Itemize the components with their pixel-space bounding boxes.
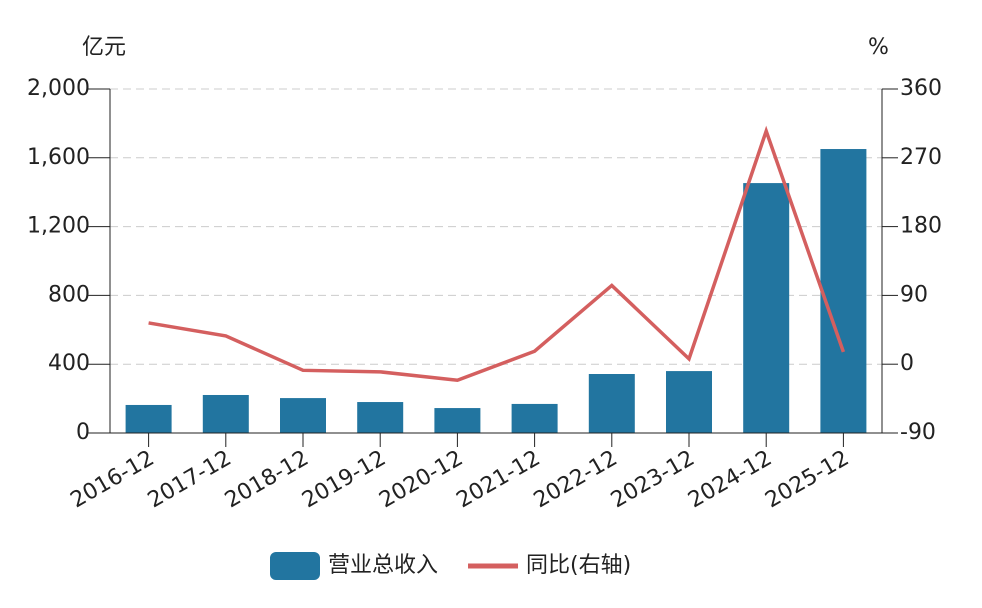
bar <box>125 404 172 433</box>
bar <box>434 408 481 433</box>
x-tick-label: 2019-12 <box>298 446 390 514</box>
bar <box>280 398 326 433</box>
y2-tick-label: 360 <box>900 76 942 101</box>
x-tick-label: 2017-12 <box>144 446 236 514</box>
y2-tick-label: 90 <box>900 282 928 307</box>
bar <box>743 183 790 433</box>
y-unit: 亿元 <box>82 35 126 60</box>
y-tick-label: 0 <box>76 420 90 445</box>
bar <box>666 371 712 433</box>
bar <box>511 403 558 433</box>
y2-tick-label: 0 <box>900 351 914 376</box>
legend-label: 营业总收入 <box>328 553 438 578</box>
y2-tick-label: -90 <box>900 420 936 445</box>
y-tick-label: 1,200 <box>27 214 90 239</box>
y-tick-label: 800 <box>48 282 90 307</box>
y-tick-label: 400 <box>48 351 90 376</box>
x-tick-label: 2016-12 <box>66 446 158 514</box>
bar <box>202 394 249 433</box>
bar <box>820 149 867 433</box>
x-tick-label: 2018-12 <box>221 446 313 514</box>
bar <box>588 374 635 433</box>
y2-tick-label: 180 <box>900 214 942 239</box>
legend-label: 同比(右轴) <box>526 553 631 578</box>
y-tick-label: 1,600 <box>27 145 90 170</box>
x-tick-label: 2025-12 <box>761 446 853 514</box>
bar <box>357 402 404 433</box>
x-tick-label: 2021-12 <box>452 446 544 514</box>
x-tick-label: 2023-12 <box>607 446 699 514</box>
x-tick-label: 2024-12 <box>684 446 776 514</box>
legend-swatch <box>270 552 320 580</box>
y2-tick-label: 270 <box>900 145 942 170</box>
y-tick-label: 2,000 <box>27 76 90 101</box>
y2-unit: % <box>868 35 889 60</box>
x-tick-label: 2022-12 <box>530 446 622 514</box>
line <box>148 125 846 383</box>
x-tick-label: 2020-12 <box>375 446 467 514</box>
